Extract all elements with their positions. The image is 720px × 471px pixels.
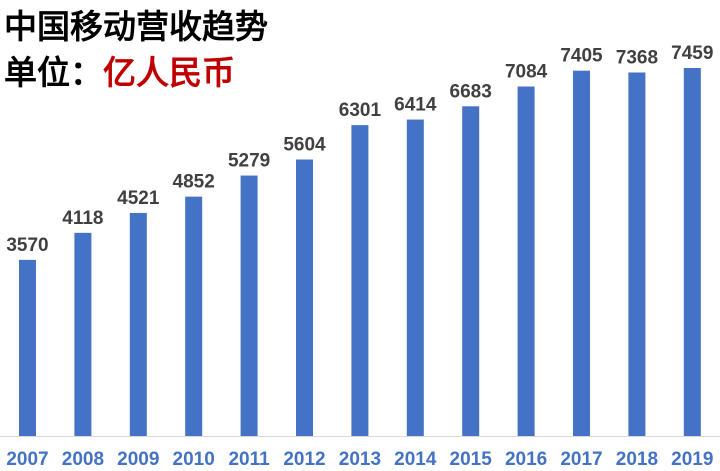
bar-2018 (628, 72, 646, 436)
bars-group (19, 68, 701, 437)
value-label-2013: 6301 (339, 100, 382, 121)
value-label-2018: 7368 (616, 47, 658, 68)
category-label-2018: 2018 (616, 449, 658, 470)
bar-2007 (19, 259, 36, 436)
category-label-2017: 2017 (560, 449, 602, 470)
category-label-2014: 2014 (394, 449, 437, 470)
value-label-2015: 6683 (450, 81, 492, 102)
bar-2012 (296, 159, 313, 436)
category-label-2019: 2019 (671, 449, 713, 470)
category-label-2015: 2015 (450, 449, 493, 470)
category-label-2013: 2013 (339, 449, 381, 470)
bar-2015 (462, 106, 480, 436)
value-label-2012: 5604 (283, 135, 326, 156)
bar-2013 (351, 125, 369, 436)
bar-2010 (185, 196, 203, 436)
value-label-2016: 7084 (505, 62, 548, 83)
category-label-2012: 2012 (283, 449, 325, 470)
unit-value: 亿人民币 (103, 53, 235, 92)
value-label-2010: 4852 (173, 172, 215, 193)
bar-2014 (406, 119, 424, 436)
category-label-2008: 2008 (62, 449, 104, 470)
value-label-2009: 4521 (117, 188, 160, 209)
value-label-2011: 5279 (228, 151, 270, 172)
value-label-2007: 3570 (6, 235, 48, 256)
value-label-2008: 4118 (62, 208, 103, 229)
bar-2011 (240, 175, 258, 436)
value-label-2019: 7459 (671, 43, 713, 64)
category-label-2007: 2007 (6, 449, 48, 470)
unit-line: 单位：亿人民币 (4, 50, 268, 96)
value-label-2017: 7405 (560, 46, 603, 67)
bar-2008 (74, 232, 92, 436)
title-block: 中国移动营收趋势 单位：亿人民币 (4, 4, 268, 96)
bar-2019 (683, 68, 701, 436)
chart-title: 中国移动营收趋势 (4, 7, 268, 46)
category-label-2016: 2016 (505, 449, 547, 470)
bar-2017 (573, 70, 590, 437)
value-label-2014: 6414 (394, 95, 437, 116)
bar-2009 (129, 212, 147, 436)
bar-2016 (517, 86, 535, 437)
category-label-2009: 2009 (117, 449, 159, 470)
value-labels-group: 3570 4118 4521 4852 5279 5604 6301 6414 6683 7084… (6, 43, 713, 256)
category-label-2011: 2011 (228, 449, 270, 470)
unit-prefix: 单位： (4, 53, 103, 92)
category-label-2010: 2010 (173, 449, 215, 470)
category-labels-group: 2007 2008 2009 2010 2011 2012 2013 2014 2015 2016… (6, 449, 713, 470)
